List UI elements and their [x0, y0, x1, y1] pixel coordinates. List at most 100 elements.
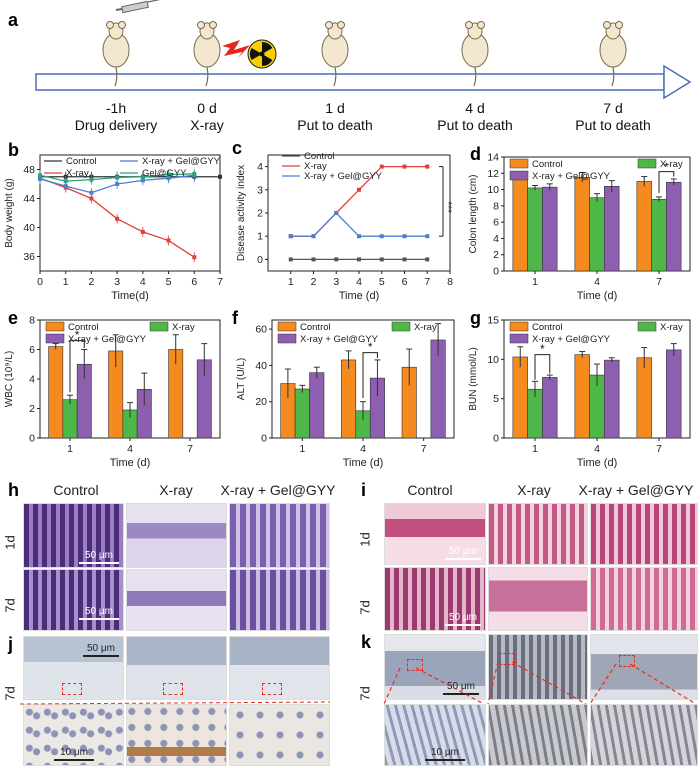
panel-letter-i: i: [361, 480, 367, 500]
x-tick-label: 7: [421, 443, 427, 455]
panel-letter-g: g: [470, 308, 481, 328]
data-point: [334, 257, 339, 262]
bar: [666, 349, 682, 439]
data-point: [379, 257, 384, 262]
legend-label: Control: [532, 159, 563, 170]
significance-bracket: [69, 340, 85, 393]
x-tick-label: 0: [37, 276, 43, 288]
x-tick-label: 7: [656, 276, 662, 288]
data-point: [402, 164, 407, 169]
y-tick-label: 8: [29, 315, 35, 327]
bar: [666, 181, 682, 272]
micrograph-ihc-zoom-xray: [126, 704, 227, 766]
significance-marker: *: [368, 340, 373, 354]
data-point: [425, 257, 430, 262]
legend-label: X-ray + Gel@GYY: [532, 171, 611, 182]
y-tick-label: 14: [487, 152, 499, 164]
micrograph-ihc-xray: [126, 636, 227, 700]
bar: [604, 359, 620, 439]
legend-swatch: [509, 321, 529, 332]
x-axis-label: Time (d): [577, 290, 618, 302]
chart-alt: 0 20 40 60 ALT (U/L) Time (d) 1 4 7 Control X-ray X…: [236, 319, 455, 469]
x-tick-label: 4: [127, 443, 133, 455]
significance-marker: *: [75, 328, 80, 342]
legend-label: Control: [68, 322, 99, 333]
row-label: 7d: [2, 598, 18, 613]
data-point: [357, 234, 361, 239]
legend-swatch: [637, 321, 657, 332]
timeline-label: Drug delivery: [74, 117, 158, 133]
data-point: [425, 164, 430, 169]
legend-swatch: [149, 321, 169, 332]
bar: [651, 199, 667, 272]
y-tick-label: 4: [493, 233, 499, 245]
data-point: [288, 257, 293, 262]
panel-letter-k: k: [361, 632, 372, 652]
micrograph-he-gel-1d: [590, 503, 698, 565]
y-axis-label: ALT (U/L): [236, 358, 247, 400]
x-axis-label: Time (d): [343, 457, 384, 469]
plot-frame: [39, 154, 221, 272]
y-tick-label: 8: [493, 200, 499, 212]
x-tick-label: 5: [166, 276, 172, 288]
panel-letter-a: a: [8, 10, 19, 30]
bar: [589, 197, 605, 272]
y-axis-label: WBC (10⁹/L): [4, 351, 15, 408]
bar: [542, 377, 558, 439]
y-tick-label: 0: [29, 433, 35, 445]
timeline-time: -1h: [105, 100, 127, 116]
scale-bar: 50 μm: [79, 606, 119, 620]
x-axis-label: Time (d): [339, 290, 380, 302]
x-tick-label: 7: [656, 443, 662, 455]
scale-label: 50 μm: [447, 681, 475, 692]
bar: [574, 177, 590, 272]
x-axis-label: Time(d): [111, 290, 148, 302]
timeline-time: 7 d: [603, 100, 623, 116]
legend-label: X-ray: [660, 159, 683, 170]
bar: [542, 186, 558, 272]
data-point: [288, 234, 293, 239]
y-tick-label: 5: [493, 393, 499, 405]
x-axis-label: Time (d): [110, 457, 151, 469]
y-tick-label: 0: [493, 433, 499, 445]
scale-bar: 50 μm: [83, 643, 119, 657]
legend-label: X-ray + Gel@GYY: [304, 171, 383, 182]
zoom-box: [163, 683, 183, 695]
y-tick-label: 2: [257, 208, 263, 220]
row-label: 7d: [357, 600, 373, 615]
timeline-arrow-body: [35, 73, 665, 91]
y-tick-label: 6: [29, 344, 35, 356]
data-point: [379, 234, 384, 239]
micrograph-ihc-xray: [488, 634, 588, 700]
bar: [527, 187, 543, 272]
x-tick-label: 6: [191, 276, 197, 288]
x-tick-label: 7: [187, 443, 193, 455]
micrograph-ihc-zoom-gel: [229, 704, 330, 766]
x-tick-label: 1: [299, 443, 305, 455]
micrograph-ihc-zoom-control: 10 μm: [23, 704, 124, 766]
scale-label: 50 μm: [85, 550, 113, 561]
scale-bar: 10 μm: [425, 747, 465, 761]
legend-label: Control: [532, 322, 563, 333]
x-tick-label: 1: [532, 276, 538, 288]
y-tick-label: 10: [487, 184, 499, 196]
x-tick-label: 2: [89, 276, 95, 288]
significance-marker: *: [540, 342, 545, 356]
micrograph-ihc-gel: [590, 634, 698, 700]
x-tick-label: 4: [594, 276, 600, 288]
bar: [512, 356, 528, 439]
micrograph-he-xray-1d: [488, 503, 588, 565]
bar: [636, 357, 652, 439]
y-tick-label: 12: [487, 168, 499, 180]
data-point: [357, 187, 361, 192]
timeline-time: 1 d: [325, 100, 345, 116]
data-point: [425, 234, 430, 239]
x-tick-label: 1: [63, 276, 69, 288]
y-tick-label: 0: [261, 433, 267, 445]
timeline-time: 0 d: [197, 100, 217, 116]
panel-letter-c: c: [232, 138, 243, 158]
row-label: 7d: [2, 686, 18, 701]
y-tick-label: 0: [257, 254, 263, 266]
legend-label: Gel@GYY: [142, 168, 187, 179]
